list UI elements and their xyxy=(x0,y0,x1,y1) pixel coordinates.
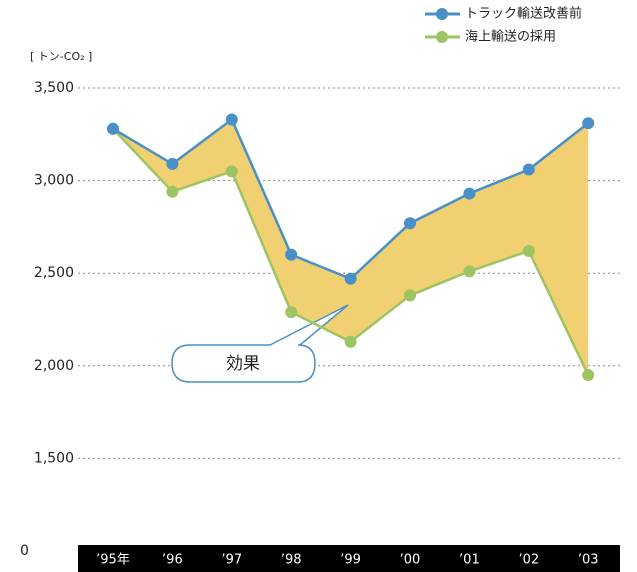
x-axis-bar xyxy=(78,545,620,572)
legend-marker xyxy=(436,31,448,43)
legend-label: トラック輸送改善前 xyxy=(465,6,582,22)
data-point xyxy=(344,335,357,348)
x-tick-label: ’01 xyxy=(459,553,480,568)
callout-text: 効果 xyxy=(226,354,260,374)
data-point xyxy=(522,244,535,257)
y-tick-label: 3,000 xyxy=(34,173,74,189)
data-point xyxy=(344,272,357,285)
legend-label: 海上輸送の採用 xyxy=(465,30,556,45)
x-tick-label: ’03 xyxy=(578,553,599,568)
data-point xyxy=(225,113,238,126)
data-point xyxy=(225,165,238,178)
callout xyxy=(171,304,349,383)
data-point xyxy=(166,185,179,198)
legend-marker xyxy=(436,8,448,20)
data-point xyxy=(582,369,595,382)
data-point xyxy=(522,163,535,176)
data-point xyxy=(582,117,595,130)
x-tick-label: ’98 xyxy=(281,553,302,568)
data-point xyxy=(463,265,476,278)
y-base-label: 0 xyxy=(20,543,29,559)
data-point xyxy=(285,248,298,261)
difference-area xyxy=(113,119,589,376)
data-point xyxy=(166,157,179,170)
x-tick-label: ’00 xyxy=(400,553,421,568)
x-tick-label: ’99 xyxy=(340,553,361,568)
data-point xyxy=(107,122,119,135)
x-tick-label: ’95年 xyxy=(96,553,130,568)
x-tick-label: ’97 xyxy=(221,553,242,568)
data-point xyxy=(285,306,298,319)
y-axis-label: [ トン-CO₂ ] xyxy=(30,50,92,63)
data-point xyxy=(463,187,476,200)
y-tick-label: 2,500 xyxy=(34,265,74,281)
x-tick-label: ’02 xyxy=(518,553,539,568)
y-tick-label: 2,000 xyxy=(34,358,74,374)
y-tick-label: 3,500 xyxy=(34,80,74,96)
data-point xyxy=(404,289,416,302)
y-tick-label: 1,500 xyxy=(34,450,74,466)
data-point xyxy=(404,217,416,230)
x-tick-label: ’96 xyxy=(162,553,183,568)
